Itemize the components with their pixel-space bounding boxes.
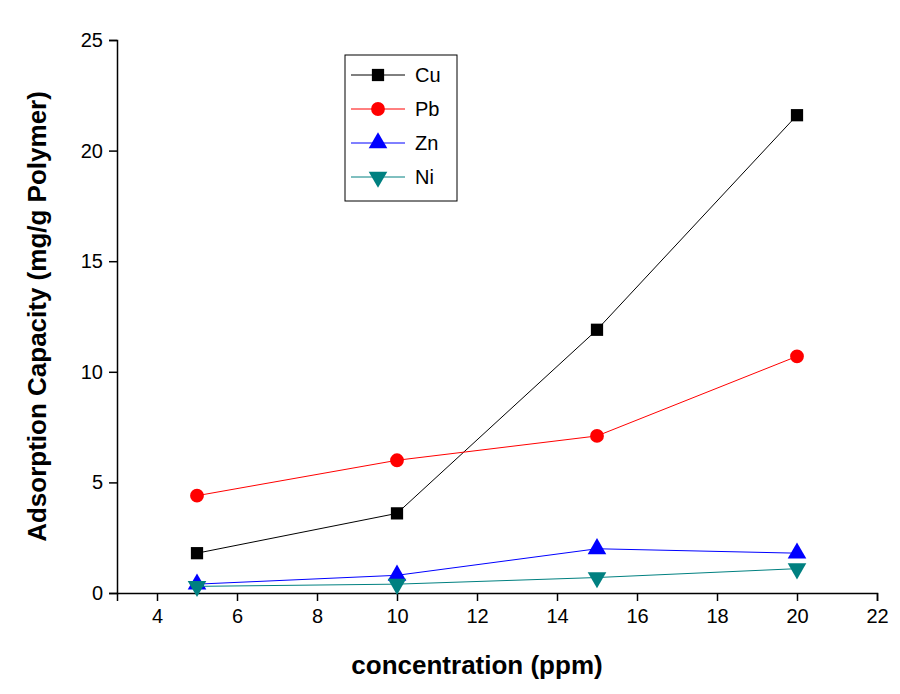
series-marker (791, 109, 803, 121)
plot-area: 4 6 8 10 12 14 16 18 20 22 0 5 10 15 20 25 Cu Pb Zn Ni (81, 29, 889, 627)
y-tick-label: 15 (81, 250, 103, 272)
series-marker (388, 565, 407, 581)
x-tick-label: 6 (232, 605, 243, 627)
x-tick-label: 14 (546, 605, 568, 627)
series-marker (188, 581, 207, 597)
x-tick: 12 (466, 593, 488, 627)
legend-label: Pb (415, 98, 439, 120)
x-tick: 22 (866, 593, 888, 627)
y-tick: 15 (81, 250, 117, 272)
x-tick: 4 (152, 593, 163, 627)
x-tick: 16 (626, 593, 648, 627)
legend-marker (372, 69, 384, 81)
series-line (197, 115, 797, 553)
legend-item: Ni (351, 166, 434, 188)
legend-marker (369, 132, 388, 148)
x-tick-mark (157, 593, 159, 601)
x-tick-mark (317, 593, 319, 601)
x-tick-label: 20 (786, 605, 808, 627)
legend-label: Zn (415, 132, 438, 154)
x-tick-mark (797, 593, 799, 601)
y-tick: 0 (92, 582, 117, 604)
series-marker (588, 572, 607, 588)
y-tick-mark (109, 261, 117, 263)
y-tick: 25 (81, 29, 117, 51)
x-tick-mark (557, 593, 559, 601)
series-line (197, 356, 797, 495)
series-marker (191, 547, 203, 559)
x-tick-label: 16 (626, 605, 648, 627)
legend-item: Cu (351, 64, 441, 86)
legend: Cu Pb Zn Ni (345, 55, 457, 201)
x-tick-mark (477, 593, 479, 601)
y-tick: 10 (81, 361, 117, 383)
legend-item: Zn (351, 132, 438, 154)
series-marker (790, 349, 804, 363)
x-tick-mark (637, 593, 639, 601)
x-tick-mark (717, 593, 719, 601)
series-line (197, 549, 797, 584)
x-tick-mark (877, 593, 879, 601)
data-layer (188, 109, 807, 597)
y-tick-label: 10 (81, 361, 103, 383)
series-marker (590, 429, 604, 443)
y-tick-mark (109, 150, 117, 152)
y-tick-mark (109, 40, 117, 42)
y-tick-label: 25 (81, 29, 103, 51)
x-tick-label: 4 (152, 605, 163, 627)
x-tick-label: 10 (386, 605, 408, 627)
y-axis-title: Adsorption Capacity (mg/g Polymer) (22, 91, 52, 542)
series-marker (190, 489, 204, 503)
series-marker (390, 453, 404, 467)
legend-item: Pb (351, 98, 439, 120)
chart: 4 6 8 10 12 14 16 18 20 22 0 5 10 15 20 25 Cu Pb Zn Ni conce… (0, 0, 900, 694)
x-tick-mark (237, 593, 239, 601)
series-marker (588, 538, 607, 554)
y-axis-line (109, 41, 118, 594)
x-axis: 4 6 8 10 12 14 16 18 20 22 (118, 593, 889, 627)
x-tick: 8 (312, 593, 323, 627)
series-marker (391, 507, 403, 519)
legend-label: Ni (415, 166, 434, 188)
x-tick-label: 12 (466, 605, 488, 627)
series-line (197, 569, 797, 587)
series-marker (591, 324, 603, 336)
legend-marker (371, 102, 385, 116)
x-tick-label: 22 (866, 605, 888, 627)
x-tick: 18 (706, 593, 728, 627)
x-tick: 6 (232, 593, 243, 627)
series-marker (788, 563, 807, 579)
x-axis-title: concentration (ppm) (351, 650, 602, 680)
x-tick: 20 (786, 593, 808, 627)
x-tick-label: 8 (312, 605, 323, 627)
y-tick-mark (109, 482, 117, 484)
y-tick-label: 5 (92, 471, 103, 493)
y-tick-label: 20 (81, 140, 103, 162)
y-tick-mark (109, 593, 117, 595)
y-tick: 5 (92, 471, 117, 493)
x-tick: 14 (546, 593, 568, 627)
y-tick-label: 0 (92, 582, 103, 604)
legend-marker (369, 172, 388, 188)
x-tick: 10 (386, 593, 408, 627)
y-axis: 0 5 10 15 20 25 (81, 29, 118, 604)
x-axis-line (118, 594, 878, 602)
y-tick-mark (109, 372, 117, 374)
x-tick-label: 18 (706, 605, 728, 627)
y-tick: 20 (81, 140, 117, 162)
legend-box (345, 55, 457, 201)
series-marker (388, 579, 407, 595)
legend-label: Cu (415, 64, 441, 86)
series-marker (788, 542, 807, 558)
